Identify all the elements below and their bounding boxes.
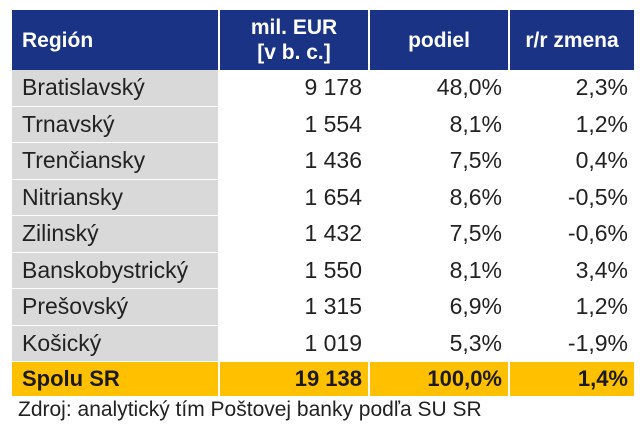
- region-yoy: 1,2%: [575, 110, 628, 137]
- regional-table: Región mil. EUR [v b. c.] podiel r/r zme…: [12, 10, 634, 396]
- table-row: Trenčiansky 1 436 7,5% 0,4%: [12, 143, 634, 180]
- header-region: Región: [22, 28, 94, 52]
- region-share: 6,9%: [449, 293, 502, 320]
- region-share: 8,1%: [449, 256, 502, 283]
- table-row: Zilinský 1 432 7,5% -0,6%: [12, 216, 634, 253]
- region-value: 1 436: [304, 147, 362, 174]
- table-row: Bratislavský 9 178 48,0% 2,3%: [12, 70, 634, 107]
- region-yoy: 0,4%: [575, 147, 628, 174]
- table-row: Banskobystrický 1 550 8,1% 3,4%: [12, 252, 634, 289]
- header-mil-line1: mil. EUR: [250, 16, 338, 39]
- total-value: 19 138: [218, 362, 368, 396]
- region-value: 1 550: [304, 256, 362, 283]
- region-name: Banskobystrický: [12, 252, 218, 288]
- total-label: Spolu SR: [22, 366, 120, 391]
- region-value: 1 432: [304, 220, 362, 247]
- table-row: Prešovský 1 315 6,9% 1,2%: [12, 289, 634, 326]
- region-yoy: -0,6%: [567, 220, 628, 247]
- region-value: 1 554: [304, 110, 362, 137]
- total-row: Spolu SR 19 138 100,0% 1,4%: [12, 362, 634, 396]
- region-yoy: -1,9%: [567, 329, 628, 356]
- total-yoy: 1,4%: [508, 362, 634, 396]
- region-share: 8,1%: [449, 110, 502, 137]
- table-header: Región mil. EUR [v b. c.] podiel r/r zme…: [12, 10, 634, 70]
- region-name: Bratislavský: [12, 70, 218, 106]
- region-value: 1 019: [304, 329, 362, 356]
- region-value: 9 178: [304, 74, 362, 101]
- table-row: Košický 1 019 5,3% -1,9%: [12, 325, 634, 362]
- header-mil-line2: [v b. c.]: [257, 41, 331, 64]
- region-name: Zilinský: [12, 216, 218, 252]
- region-name: Nitriansky: [12, 179, 218, 215]
- region-yoy: 2,3%: [575, 74, 628, 101]
- header-share: podiel: [368, 10, 508, 70]
- source-note: Zdroj: analytický tím Poštovej banky pod…: [18, 398, 482, 421]
- table-row: Trnavský 1 554 8,1% 1,2%: [12, 106, 634, 143]
- header-yoy: r/r zmena: [508, 10, 634, 70]
- region-value: 1 654: [304, 183, 362, 210]
- region-share: 7,5%: [449, 147, 502, 174]
- region-name: Prešovský: [12, 289, 218, 325]
- region-name: Trnavský: [12, 106, 218, 142]
- region-share: 5,3%: [449, 329, 502, 356]
- header-mil-eur: mil. EUR [v b. c.]: [218, 10, 368, 70]
- region-name: Trenčiansky: [12, 143, 218, 179]
- region-yoy: 3,4%: [575, 256, 628, 283]
- region-value: 1 315: [304, 293, 362, 320]
- region-name: Košický: [12, 325, 218, 361]
- total-share: 100,0%: [368, 362, 508, 396]
- region-share: 8,6%: [449, 183, 502, 210]
- region-yoy: -0,5%: [567, 183, 628, 210]
- region-share: 7,5%: [449, 220, 502, 247]
- table-row: Nitriansky 1 654 8,6% -0,5%: [12, 179, 634, 216]
- region-share: 48,0%: [436, 74, 502, 101]
- region-yoy: 1,2%: [575, 293, 628, 320]
